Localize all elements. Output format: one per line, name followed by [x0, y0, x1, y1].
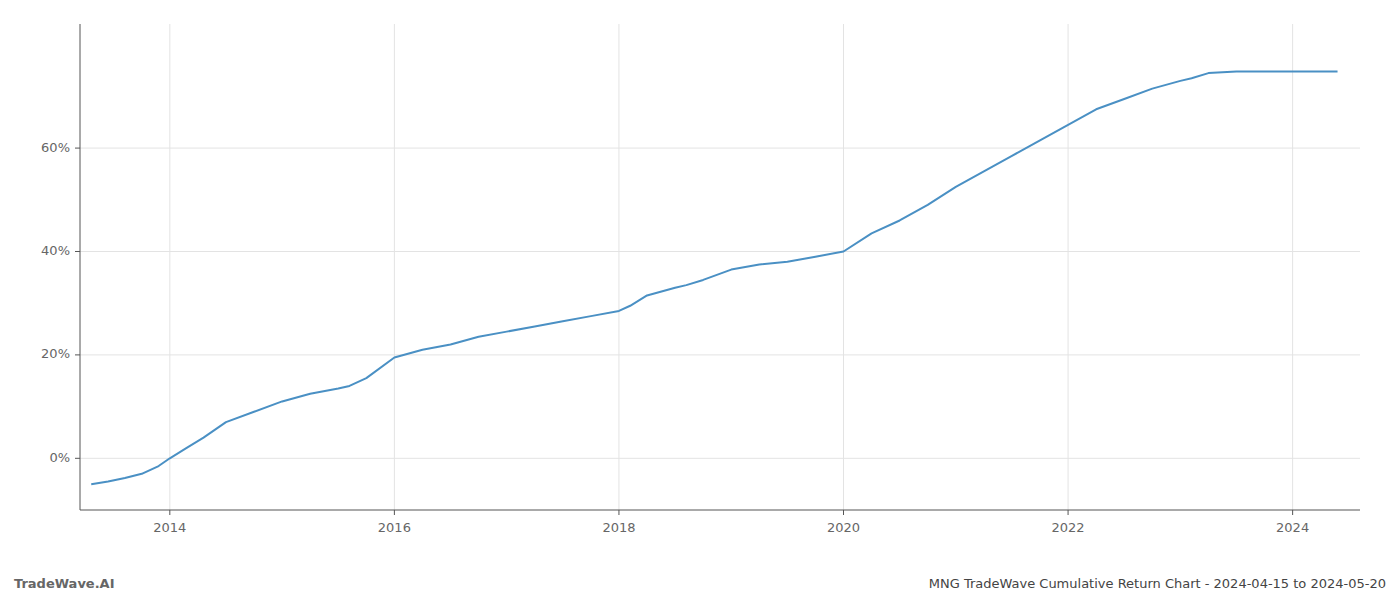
y-tick-label: 60%	[41, 140, 70, 155]
x-grid-line	[169, 24, 170, 510]
x-tick	[169, 510, 170, 515]
axes: 0% 20% 40% 60% 2014 2016 2018 2020 2022 2024	[41, 24, 1360, 535]
y-axis-line	[80, 24, 81, 510]
x-tick-label: 2020	[827, 520, 860, 535]
data-group	[91, 72, 1337, 485]
watermark: TradeWave.AI	[14, 576, 115, 591]
y-tick-label: 40%	[41, 243, 70, 258]
x-grid-line	[1292, 24, 1293, 510]
x-tick	[1292, 510, 1293, 515]
x-tick-label: 2016	[378, 520, 411, 535]
y-tick-label: 20%	[41, 346, 70, 361]
x-tick-label: 2018	[602, 520, 635, 535]
background	[0, 0, 1400, 600]
return-line	[91, 72, 1337, 485]
y-tick	[75, 251, 80, 252]
x-grid-line	[1068, 24, 1069, 510]
y-grid-line	[80, 148, 1360, 149]
chart-svg: 0% 20% 40% 60% 2014 2016 2018 2020 2022 2024 Trade…	[0, 0, 1400, 600]
title: MNG TradeWave Cumulative Return Chart - …	[929, 576, 1386, 591]
x-tick	[394, 510, 395, 515]
y-tick	[75, 148, 80, 149]
chart-container: 0% 20% 40% 60% 2014 2016 2018 2020 2022 2024 Trade…	[0, 0, 1400, 600]
y-tick	[75, 458, 80, 459]
y-tick-label: 0%	[49, 450, 70, 465]
x-tick	[843, 510, 844, 515]
y-grid-line	[80, 251, 1360, 252]
x-tick	[618, 510, 619, 515]
y-tick	[75, 354, 80, 355]
x-tick-label: 2014	[153, 520, 186, 535]
x-grid-line	[618, 24, 619, 510]
y-grid-line	[80, 458, 1360, 459]
x-grid-line	[843, 24, 844, 510]
x-tick-label: 2022	[1052, 520, 1085, 535]
x-tick	[1068, 510, 1069, 515]
grid	[80, 24, 1360, 510]
x-axis-line	[80, 510, 1360, 511]
texts: TradeWave.AI MNG TradeWave Cumulative Ret…	[14, 576, 1386, 591]
x-grid-line	[394, 24, 395, 510]
x-tick-label: 2024	[1276, 520, 1309, 535]
y-grid-line	[80, 354, 1360, 355]
